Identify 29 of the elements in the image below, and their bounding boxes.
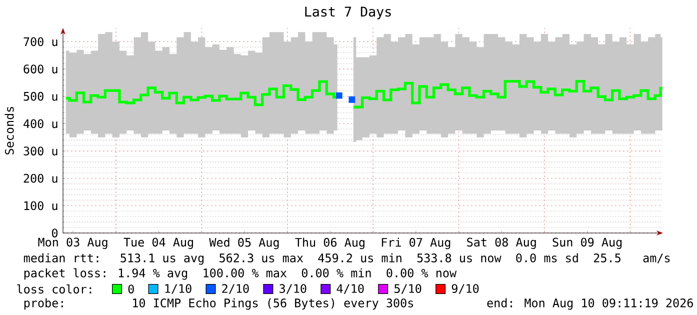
- y-tick-label: 300 u: [24, 146, 58, 156]
- legend-label: 3/10: [280, 284, 306, 294]
- legend-label: 2/10: [222, 284, 249, 294]
- x-tick-label: Fri 07 Aug: [382, 238, 450, 250]
- legend-label: 5/10: [394, 284, 422, 294]
- y-axis-title: Seconds: [4, 106, 14, 154]
- x-tick-label: Sun 09 Aug: [552, 238, 622, 249]
- y-tick-label: 100 u: [24, 201, 58, 210]
- x-tick-label: Tue 04 Aug: [124, 238, 193, 249]
- legend-label: 0: [128, 284, 134, 294]
- x-tick-label: Thu 06 Aug: [295, 238, 364, 250]
- text: packet loss: 1.94 % avg 100.00 % max 0.00 % min 0.00 % now: [24, 268, 457, 280]
- x-tick-label: Wed 05 Aug: [209, 238, 279, 250]
- y-tick-label: 500 u: [24, 92, 58, 101]
- legend-label: 1/10: [165, 284, 192, 294]
- legend-title: loss color:: [17, 284, 92, 294]
- legend-label: 4/10: [336, 284, 364, 294]
- x-tick-label: Mon 03 Aug: [38, 238, 108, 249]
- y-tick-label: 0: [52, 228, 58, 238]
- y-tick-label: 200 u: [24, 174, 58, 183]
- x-tick-label: Sat 08 Aug: [467, 238, 536, 249]
- text: end: Mon Aug 10 09:11:19 2026: [487, 298, 693, 310]
- y-tick-label: 700 u: [24, 37, 58, 46]
- chart-title: Last 7 Days: [305, 6, 391, 20]
- y-tick-label: 600 u: [24, 64, 58, 74]
- text: median rtt: 513.1 us avg 562.3 us max 459.2 us min 533.8 us now 0.0 ms sd 25.5 am/s: [24, 253, 670, 265]
- text: probe: 10 ICMP Echo Pings (56 Bytes) every 300s: [24, 298, 414, 310]
- y-tick-label: 400 u: [24, 119, 58, 128]
- legend-label: 9/10: [452, 284, 479, 294]
